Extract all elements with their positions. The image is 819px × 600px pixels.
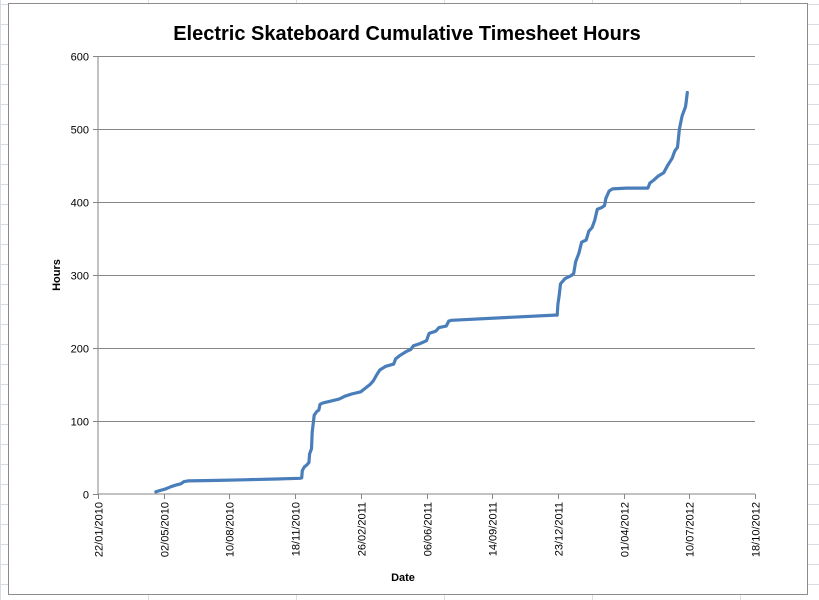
x-tick-label: 10/07/2012	[685, 502, 697, 557]
y-tick-label: 600	[71, 52, 89, 64]
x-tick-label: 10/08/2010	[225, 502, 237, 557]
series-line-1	[154, 90, 689, 494]
x-tick-label: 26/02/2011	[357, 502, 369, 556]
x-axis-title: Date	[391, 572, 415, 584]
x-tick-label: 01/04/2012	[620, 502, 632, 557]
x-tick-label: 23/12/2011	[554, 502, 566, 556]
horizontal-gridlines	[98, 56, 755, 422]
x-tick-label: 02/05/2010	[160, 502, 172, 557]
y-tick-label: 500	[71, 125, 89, 137]
y-tick-label: 200	[71, 344, 89, 356]
y-tick-label: 400	[71, 198, 89, 210]
y-tick-label: 0	[83, 490, 89, 502]
x-axis-ticks: 22/01/2010 02/05/2010 10/08/2010 18/11/2010…	[94, 494, 763, 557]
y-axis-ticks: 0 100 200 300 400 500 600	[71, 52, 98, 502]
y-tick-label: 300	[71, 271, 89, 283]
y-tick-label: 100	[71, 417, 89, 429]
x-tick-label: 22/01/2010	[94, 502, 106, 557]
x-tick-label: 14/09/2011	[488, 502, 500, 556]
x-tick-label: 18/11/2010	[291, 502, 303, 556]
x-tick-label: 06/06/2011	[423, 502, 435, 556]
series-layer	[154, 90, 689, 494]
chart-area[interactable]	[8, 3, 808, 595]
chart-title: Electric Skateboard Cumulative Timesheet…	[173, 23, 641, 45]
x-tick-label: 18/10/2012	[751, 502, 763, 557]
y-axis-title: Hours	[51, 259, 63, 291]
